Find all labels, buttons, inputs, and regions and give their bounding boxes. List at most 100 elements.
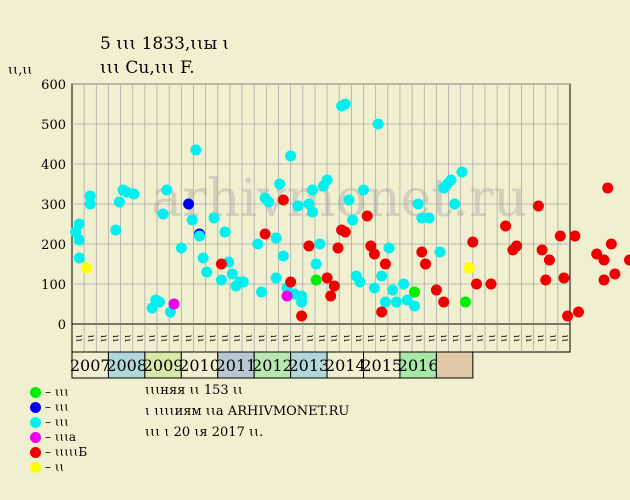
data-point <box>412 198 424 210</box>
data-point <box>598 254 610 266</box>
month-tick-label: ꙇꙇ <box>560 334 571 342</box>
month-tick-label: ꙇꙇ <box>548 334 559 342</box>
legend-label: – ꙇꙇꙇа <box>45 430 77 444</box>
data-point <box>277 194 289 206</box>
legend-label: – ꙇꙇꙇꙇꙇБ <box>45 445 88 459</box>
data-point <box>256 286 267 298</box>
legend-swatch <box>30 462 41 473</box>
month-tick-label: ꙇꙇ <box>208 334 219 342</box>
legend-swatch <box>30 387 41 398</box>
data-point <box>277 250 289 262</box>
month-tick-label: ꙇꙇ <box>523 334 534 342</box>
data-point <box>387 284 399 296</box>
data-point <box>259 228 271 240</box>
data-point <box>354 276 366 288</box>
data-point <box>540 274 552 286</box>
data-point <box>201 266 213 278</box>
month-tick-label: ꙇꙇ <box>378 334 389 342</box>
year-band-cell <box>399 351 437 379</box>
month-tick-label: ꙇꙇ <box>366 334 377 342</box>
month-tick-label: ꙇꙇ <box>402 334 413 342</box>
legend-entry: – ꙇꙇꙇ <box>30 385 69 399</box>
year-band-cell <box>326 351 365 379</box>
year-label: 2007 <box>70 356 111 375</box>
data-point <box>358 184 369 196</box>
data-point <box>310 258 322 270</box>
data-point <box>113 196 125 208</box>
y-tick-label: 100 <box>41 278 66 293</box>
month-tick-label: ꙇꙇ <box>74 334 85 342</box>
data-point <box>376 270 388 282</box>
data-point <box>390 296 402 308</box>
data-point <box>81 262 93 274</box>
month-tick-label: ꙇꙇ <box>86 334 97 342</box>
data-point <box>183 198 195 210</box>
data-point <box>263 196 275 208</box>
data-point <box>379 258 391 270</box>
data-point <box>190 144 202 156</box>
legend-entry: – ꙇꙇ <box>30 460 64 474</box>
year-band-cell <box>107 351 146 379</box>
data-point <box>372 118 384 130</box>
data-point <box>467 236 479 248</box>
month-tick-label: ꙇꙇ <box>232 334 243 342</box>
data-point <box>219 226 231 238</box>
data-point <box>558 272 570 284</box>
year-band-cell <box>144 351 182 379</box>
data-point <box>573 306 584 318</box>
year-label: 2011 <box>216 356 257 375</box>
month-tick-label: ꙇꙇ <box>281 334 292 342</box>
data-point <box>409 300 420 312</box>
data-point <box>328 280 340 292</box>
note-line: ꙇ ꙇꙇꙇꙇиям ꙇꙇа ARHIVMONET.RU <box>145 404 350 419</box>
data-point <box>332 242 344 254</box>
data-point <box>321 272 333 284</box>
month-tick-label: ꙇꙇ <box>244 334 255 342</box>
month-tick-label: ꙇꙇ <box>341 334 352 342</box>
data-point <box>500 220 512 232</box>
month-tick-label: ꙇꙇ <box>196 334 207 342</box>
year-label: 2012 <box>252 356 293 375</box>
month-tick-label: ꙇꙇ <box>463 334 474 342</box>
month-tick-label: ꙇꙇ <box>511 334 522 342</box>
data-point <box>285 150 297 162</box>
month-tick-label: ꙇꙇ <box>329 334 340 342</box>
data-point <box>292 200 304 212</box>
year-label: 2016 <box>398 356 439 375</box>
data-point <box>175 242 187 254</box>
data-point <box>543 254 555 266</box>
month-tick-label: ꙇꙇ <box>536 334 547 342</box>
month-tick-label: ꙇꙇ <box>147 334 158 342</box>
data-point <box>430 284 442 296</box>
data-point <box>434 246 446 258</box>
month-tick-label: ꙇꙇ <box>414 334 425 342</box>
year-band-cell <box>435 351 474 379</box>
month-axis <box>71 323 571 353</box>
y-tick-label: 400 <box>41 158 66 173</box>
month-tick-label: ꙇꙇ <box>220 334 231 342</box>
data-point <box>270 232 282 244</box>
year-label: 2014 <box>325 356 366 375</box>
data-point <box>423 212 435 224</box>
data-point <box>554 230 566 242</box>
data-point <box>609 268 621 280</box>
data-point <box>237 276 249 288</box>
year-label: 2009 <box>143 356 184 375</box>
data-point <box>343 194 355 206</box>
data-point <box>252 238 264 250</box>
year-band-cell <box>363 351 401 379</box>
data-point <box>398 278 410 290</box>
month-tick-label: ꙇꙇ <box>451 334 462 342</box>
data-point <box>161 184 173 196</box>
legend-swatch <box>30 432 41 443</box>
year-band-cell <box>180 351 219 379</box>
data-point <box>339 226 351 238</box>
month-tick-label: ꙇꙇ <box>317 334 328 342</box>
month-tick-label: ꙇꙇ <box>135 334 146 342</box>
month-tick-label: ꙇꙇ <box>293 334 304 342</box>
month-tick-label: ꙇꙇ <box>390 334 401 342</box>
month-tick-label: ꙇꙇ <box>171 334 182 342</box>
data-point <box>624 254 630 266</box>
y-tick-label: 200 <box>41 238 66 253</box>
data-point <box>208 212 220 224</box>
